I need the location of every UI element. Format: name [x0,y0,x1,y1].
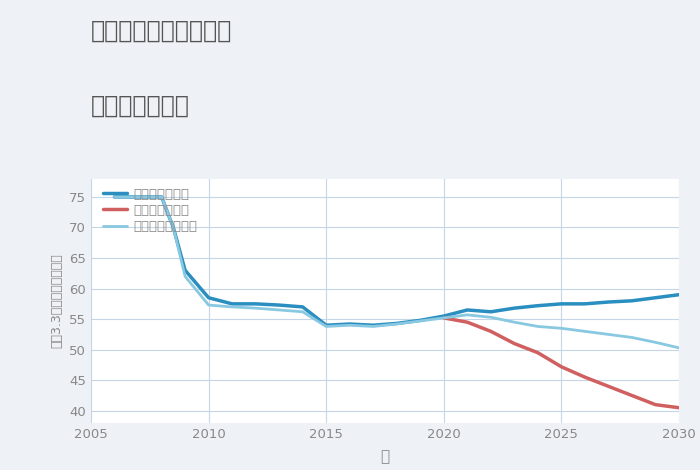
バッドシナリオ [675,405,683,411]
グッドシナリオ [533,303,542,308]
ノーマルシナリオ [651,339,659,345]
ノーマルシナリオ [204,302,213,308]
ノーマルシナリオ [134,194,142,200]
バッドシナリオ [463,320,472,325]
バッドシナリオ [628,393,636,399]
ノーマルシナリオ [158,194,166,200]
ノーマルシナリオ [416,318,424,324]
グッドシナリオ [369,322,377,328]
グッドシナリオ [486,309,495,314]
バッドシナリオ [533,350,542,356]
グッドシナリオ [204,295,213,301]
バッドシナリオ [581,374,589,380]
グッドシナリオ [463,307,472,313]
グッドシナリオ [651,295,659,301]
グッドシナリオ [393,321,401,326]
ノーマルシナリオ [111,194,119,200]
グッドシナリオ [251,301,260,307]
ノーマルシナリオ [228,304,237,310]
ノーマルシナリオ [393,321,401,327]
ノーマルシナリオ [181,274,189,279]
グッドシナリオ [158,194,166,200]
Line: グッドシナリオ: グッドシナリオ [115,197,679,325]
ノーマルシナリオ [628,335,636,340]
グッドシナリオ [557,301,566,307]
グッドシナリオ [298,304,307,310]
グッドシナリオ [440,313,448,319]
バッドシナリオ [440,315,448,321]
グッドシナリオ [346,321,354,327]
Text: 奈良県奈良市柳生町の: 奈良県奈良市柳生町の [91,19,232,43]
バッドシナリオ [651,402,659,407]
Legend: グッドシナリオ, バッドシナリオ, ノーマルシナリオ: グッドシナリオ, バッドシナリオ, ノーマルシナリオ [104,188,198,233]
グッドシナリオ [228,301,237,307]
ノーマルシナリオ [322,324,330,329]
ノーマルシナリオ [346,322,354,328]
グッドシナリオ [322,322,330,328]
バッドシナリオ [486,329,495,334]
グッドシナリオ [510,306,519,311]
グッドシナリオ [169,225,178,230]
バッドシナリオ [604,384,612,389]
バッドシナリオ [557,364,566,369]
ノーマルシナリオ [251,306,260,311]
グッドシナリオ [181,267,189,273]
ノーマルシナリオ [440,315,448,321]
グッドシナリオ [675,292,683,298]
ノーマルシナリオ [604,332,612,337]
ノーマルシナリオ [675,345,683,351]
グッドシナリオ [416,318,424,323]
ノーマルシナリオ [486,314,495,320]
グッドシナリオ [628,298,636,304]
グッドシナリオ [111,194,119,200]
グッドシナリオ [581,301,589,307]
グッドシナリオ [604,299,612,305]
グッドシナリオ [275,302,284,308]
Text: 土地の価格推移: 土地の価格推移 [91,94,190,118]
Line: バッドシナリオ: バッドシナリオ [444,318,679,408]
ノーマルシナリオ [298,309,307,314]
ノーマルシナリオ [581,329,589,334]
ノーマルシナリオ [510,320,519,325]
Line: ノーマルシナリオ: ノーマルシナリオ [115,197,679,348]
ノーマルシナリオ [275,307,284,313]
X-axis label: 年: 年 [380,449,390,464]
ノーマルシナリオ [557,325,566,331]
バッドシナリオ [510,341,519,346]
ノーマルシナリオ [169,225,178,230]
グッドシナリオ [134,194,142,200]
ノーマルシナリオ [533,324,542,329]
ノーマルシナリオ [463,312,472,318]
Y-axis label: 坪（3.3㎡）単価（万円）: 坪（3.3㎡）単価（万円） [50,253,64,348]
ノーマルシナリオ [369,324,377,329]
